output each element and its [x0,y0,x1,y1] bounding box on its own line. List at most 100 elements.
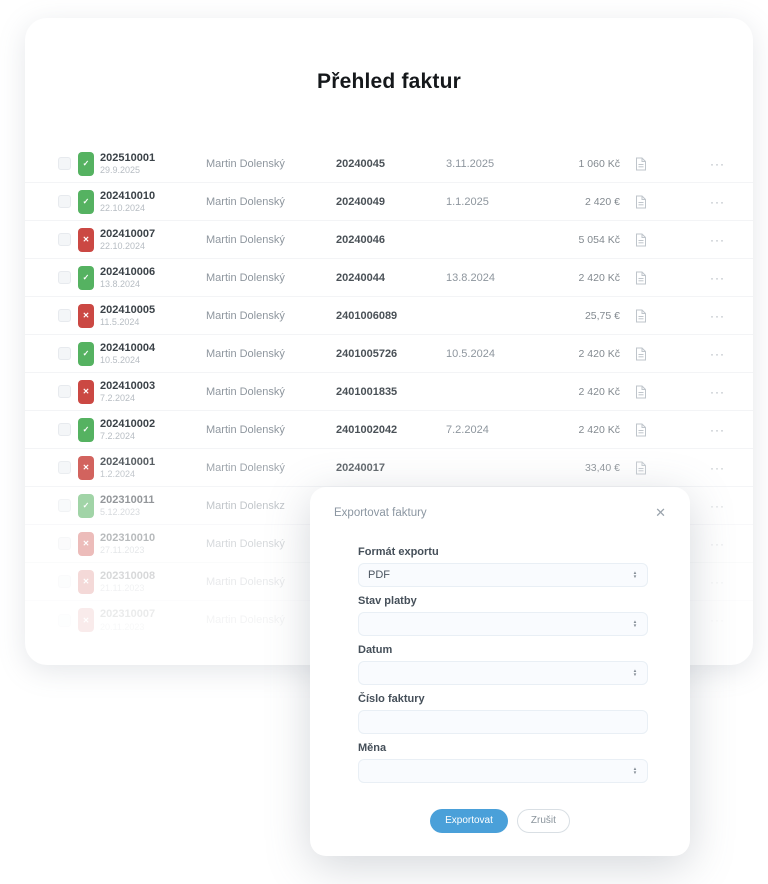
document-icon[interactable] [635,423,649,437]
document-icon[interactable] [635,309,649,323]
row-menu-icon[interactable]: ··· [710,498,725,513]
row-menu-icon[interactable]: ··· [710,536,725,551]
row-checkbox[interactable] [58,195,71,208]
row-checkbox[interactable] [58,575,71,588]
document-number: 2401002042 [336,423,398,436]
row-menu-icon[interactable]: ··· [710,613,725,627]
status-icon: ✓ [82,197,90,206]
row-checkbox[interactable] [58,233,71,246]
amount: 1 060 Kč [578,157,620,170]
row-menu-icon[interactable]: ··· [710,270,725,285]
field-control[interactable]: PDF ▲ ▼ [358,563,648,587]
stepper-icon: ▲ ▼ [632,767,638,776]
row-checkbox[interactable] [58,537,71,550]
due-date: 10.5.2024 [446,347,495,360]
status-badge: ✕ [78,379,94,404]
export-form: Formát exportu PDF ▲ ▼ Stav platby ▲ ▼ Dat… [310,519,690,783]
stepper-up: ▲ [632,668,638,673]
table-row[interactable]: ✓ 202410010 22.10.2024 Martin Dolenský 2… [25,183,753,221]
row-menu-icon[interactable]: ··· [710,574,725,589]
customer-name: Martin Dolenský [206,575,285,588]
row-menu-icon[interactable]: ··· [710,346,725,361]
document-icon[interactable] [635,385,649,399]
invoice-number: 202410002 [100,417,156,430]
stepper-icon: ▲ ▼ [632,669,638,678]
due-date: 3.11.2025 [446,157,495,170]
row-checkbox[interactable] [58,423,71,436]
field-control[interactable]: ▲ ▼ [358,612,648,636]
invoice-number: 202410004 [100,341,156,354]
field-control[interactable]: ▲ ▼ [358,661,648,685]
cancel-button[interactable]: Zrušit [516,809,570,833]
row-checkbox[interactable] [58,499,71,512]
row-menu-icon[interactable]: ··· [710,422,725,437]
invoice-number: 202410010 [100,189,156,202]
invoice-date: 22.10.2024 [100,203,146,214]
row-menu-icon[interactable]: ··· [710,308,725,323]
invoice-number: 202510001 [100,151,156,164]
invoice-date: 29.9.2025 [100,165,141,176]
status-badge: ✕ [78,227,94,252]
row-menu-icon[interactable]: ··· [710,460,725,475]
due-date: 1.1.2025 [446,195,489,208]
table-row[interactable]: ✓ 202410004 10.5.2024 Martin Dolenský 24… [25,335,753,373]
invoice-number: 202410005 [100,303,156,316]
table-row[interactable]: ✓ 202410002 7.2.2024 Martin Dolenský 240… [25,411,753,449]
document-icon[interactable] [635,157,649,171]
document-number: 20240045 [336,157,385,170]
close-icon[interactable]: ✕ [655,505,666,520]
export-button[interactable]: Exportovat [430,809,508,833]
document-icon[interactable] [635,195,649,209]
row-checkbox[interactable] [58,461,71,474]
amount: 25,75 € [584,309,620,322]
invoice-date: 1.2.2024 [100,469,136,480]
field-control[interactable] [358,710,648,734]
table-row[interactable]: ✓ 202510001 29.9.2025 Martin Dolenský 20… [25,145,753,183]
stepper-icon: ▲ ▼ [632,620,638,629]
document-icon[interactable] [635,461,649,475]
amount: 5 054 Kč [578,233,620,246]
status-icon: ✕ [82,387,90,396]
document-number: 20240046 [336,233,385,246]
row-menu-icon[interactable]: ··· [710,384,725,399]
row-checkbox[interactable] [58,347,71,360]
amount: 2 420 Kč [578,347,620,360]
document-icon[interactable] [635,271,649,285]
customer-name: Martin Dolenský [206,309,285,322]
row-checkbox[interactable] [58,613,71,627]
status-icon: ✓ [82,273,90,282]
status-badge: ✕ [78,303,94,328]
invoice-date: 5.12.2023 [100,507,141,518]
customer-name: Martin Dolenský [206,347,285,360]
row-menu-icon[interactable]: ··· [710,194,725,209]
row-checkbox[interactable] [58,157,71,170]
table-row[interactable]: ✕ 202410001 1.2.2024 Martin Dolenský 202… [25,449,753,487]
document-icon[interactable] [635,233,649,247]
amount: 2 420 Kč [578,271,620,284]
table-row[interactable]: ✕ 202310007 20.11.2023 Martin Dolenský ·… [25,601,753,639]
status-badge: ✓ [78,189,94,214]
stepper-up: ▲ [632,570,638,575]
stepper-up: ▲ [632,619,638,624]
stepper-icon: ▲ ▼ [632,571,638,580]
status-badge: ✓ [78,417,94,442]
document-number: 2401001835 [336,385,398,398]
field-control[interactable]: ▲ ▼ [358,759,648,783]
customer-name: Martin Dolenskz [206,499,285,512]
document-icon[interactable] [635,347,649,361]
status-icon: ✕ [82,235,90,244]
table-row[interactable]: ✕ 202410007 22.10.2024 Martin Dolenský 2… [25,221,753,259]
invoice-number: 202410003 [100,379,156,392]
page-title: Přehled faktur [316,70,461,93]
row-menu-icon[interactable]: ··· [710,232,725,247]
table-row[interactable]: ✓ 202410006 13.8.2024 Martin Dolenský 20… [25,259,753,297]
status-icon: ✕ [82,311,90,320]
status-badge: ✓ [78,151,94,176]
table-row[interactable]: ✕ 202410005 11.5.2024 Martin Dolenský 24… [25,297,753,335]
table-row[interactable]: ✕ 202410003 7.2.2024 Martin Dolenský 240… [25,373,753,411]
amount: 2 420 € [584,195,620,208]
row-checkbox[interactable] [58,271,71,284]
row-menu-icon[interactable]: ··· [710,156,725,171]
row-checkbox[interactable] [58,309,71,322]
row-checkbox[interactable] [58,385,71,398]
